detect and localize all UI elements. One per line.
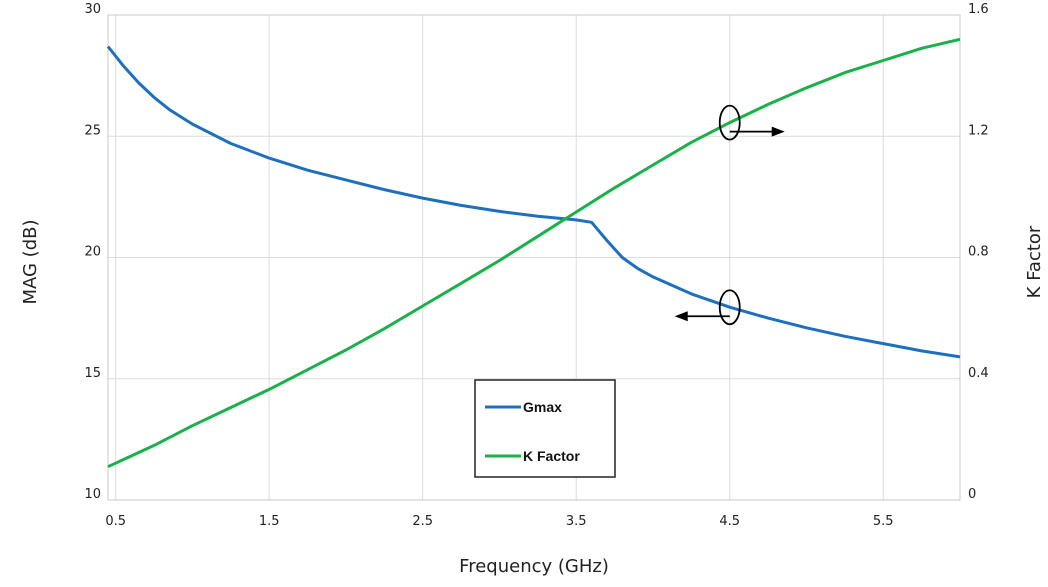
y2-tick-label: 0.8 <box>968 245 989 260</box>
legend-box <box>474 379 616 478</box>
y2-tick-label: 0.4 <box>968 366 989 381</box>
x-tick-label: 2.5 <box>412 514 433 529</box>
y-tick-label: 20 <box>84 245 101 260</box>
x-tick-labels: 0.5 1.5 2.5 3.5 4.5 5.5 <box>105 514 893 529</box>
legend-label-gmax: Gmax <box>523 399 562 415</box>
legend-label-kfactor: K Factor <box>523 448 580 464</box>
x-tick-label: 5.5 <box>873 514 894 529</box>
series-line-gmax <box>106 45 961 359</box>
annotation-marker-1 <box>674 289 741 326</box>
y-tick-label: 15 <box>84 366 101 381</box>
y2-tick-labels: 0 0.4 0.8 1.2 1.6 <box>968 2 989 502</box>
annotation-marker-0 <box>718 104 785 141</box>
y-tick-labels: 10 15 20 25 30 <box>84 2 101 502</box>
y-tick-label: 25 <box>84 123 101 138</box>
y2-axis-title: K Factor <box>1024 225 1045 298</box>
legend: Gmax K Factor <box>474 379 616 478</box>
annotation-ellipse <box>718 104 741 141</box>
series-line-kfactor <box>107 37 961 469</box>
x-axis-title: Frequency (GHz) <box>459 556 609 577</box>
y2-tick-label: 0 <box>968 487 976 502</box>
x-tick-label: 0.5 <box>105 514 126 529</box>
annotation-arrow-head <box>771 126 785 137</box>
annotation-layer <box>674 104 785 326</box>
y-axis-title: MAG (dB) <box>20 219 41 304</box>
y-tick-label: 10 <box>84 487 101 502</box>
annotation-arrow-head <box>674 311 688 322</box>
x-tick-label: 1.5 <box>259 514 280 529</box>
x-tick-label: 4.5 <box>719 514 740 529</box>
y2-tick-label: 1.2 <box>968 123 989 138</box>
series-layer <box>106 37 961 469</box>
y2-tick-label: 1.6 <box>968 2 989 17</box>
annotation-ellipse <box>718 289 741 326</box>
y-tick-label: 30 <box>84 2 101 17</box>
plot-frame <box>107 14 961 501</box>
x-tick-label: 3.5 <box>566 514 587 529</box>
